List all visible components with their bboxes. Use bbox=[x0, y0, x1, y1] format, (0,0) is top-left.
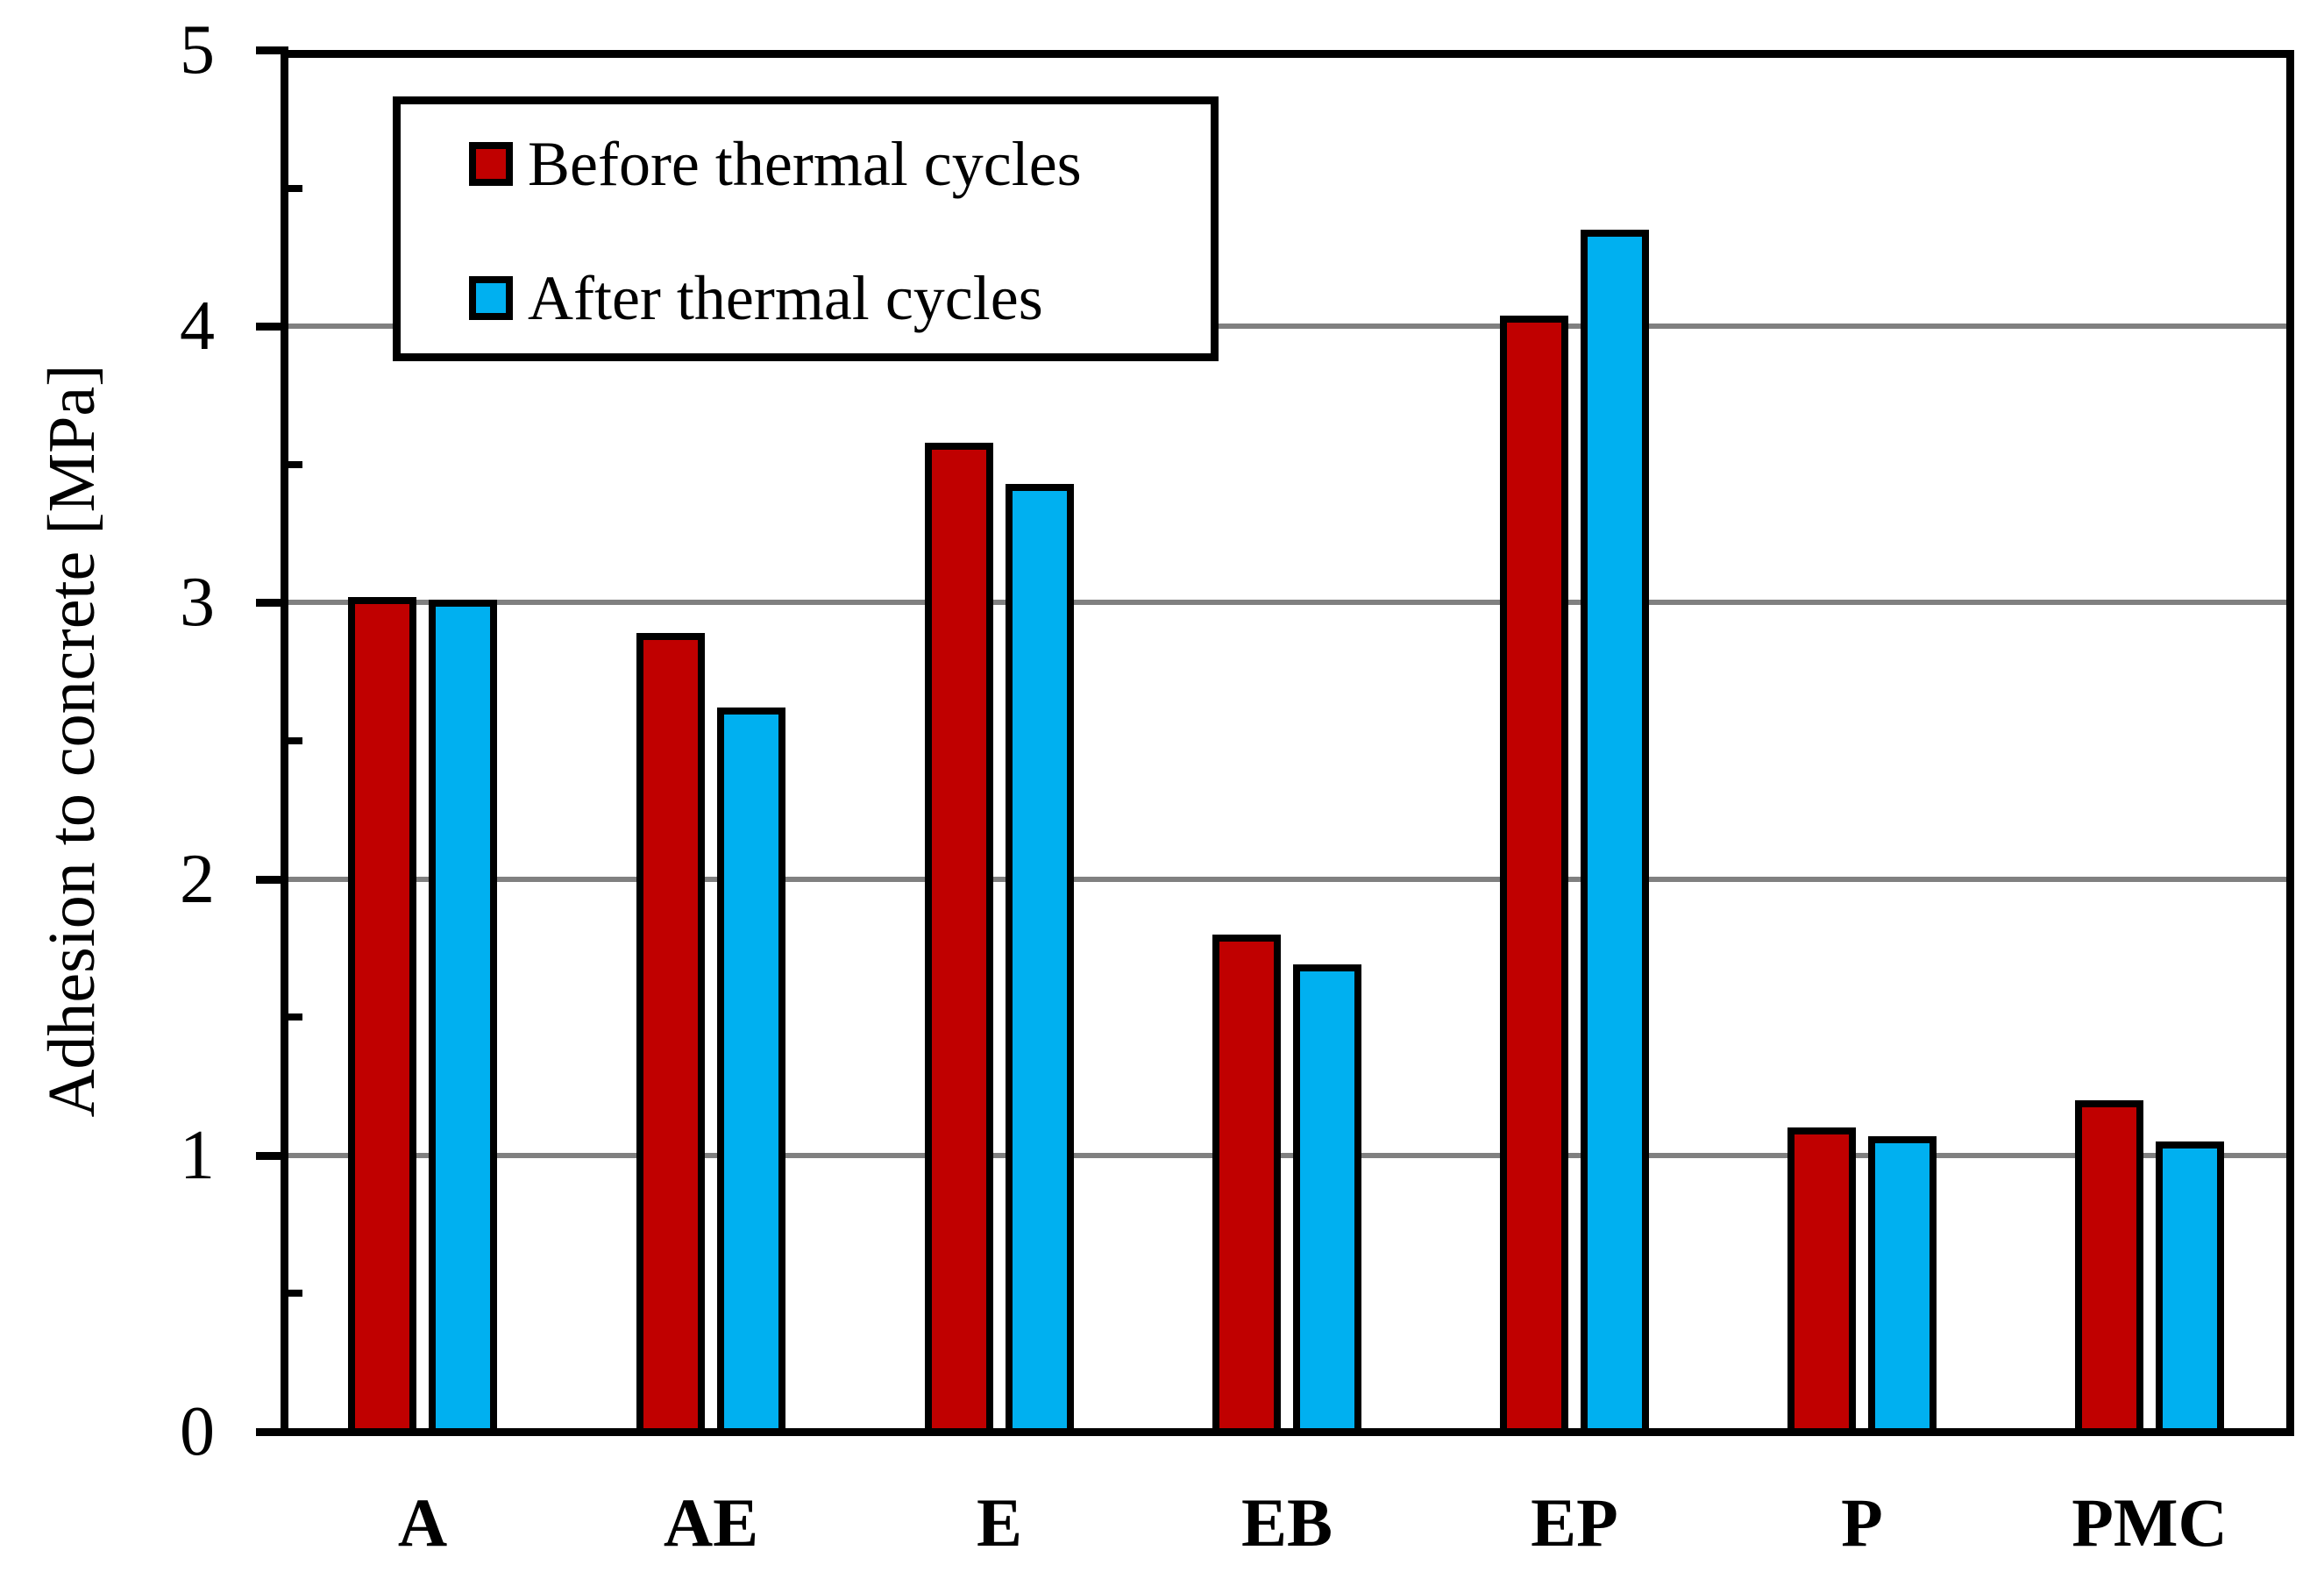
y-minor-tick-1.5 bbox=[288, 1013, 302, 1021]
bar-a-after bbox=[429, 600, 497, 1435]
x-category-label-ep: EP bbox=[1531, 1484, 1618, 1561]
y-tick-label-2: 2 bbox=[180, 840, 215, 918]
gridline-y2 bbox=[288, 876, 2286, 882]
bar-p-before bbox=[1787, 1127, 1856, 1435]
y-minor-tick-4.5 bbox=[288, 184, 302, 192]
y-axis-title: Adhesion to concrete [MPa] bbox=[35, 364, 109, 1118]
y-minor-tick-0.5 bbox=[288, 1290, 302, 1298]
y-major-tick-2 bbox=[256, 875, 288, 884]
bar-p-after bbox=[1868, 1135, 1937, 1435]
y-major-tick-5 bbox=[256, 46, 288, 54]
y-tick-label-4: 4 bbox=[180, 288, 215, 366]
x-category-label-e: E bbox=[976, 1484, 1023, 1561]
bar-pmc-after bbox=[2156, 1141, 2224, 1435]
gridline-y3 bbox=[288, 600, 2286, 606]
bar-eb-before bbox=[1212, 934, 1281, 1435]
plot-border-top bbox=[281, 50, 2294, 58]
bar-ae-before bbox=[636, 633, 705, 1435]
bar-a-before bbox=[348, 597, 416, 1435]
legend: Before thermal cycles After thermal cycl… bbox=[393, 96, 1219, 361]
legend-label-after: After thermal cycles bbox=[528, 263, 1043, 333]
bar-ae-after bbox=[717, 708, 785, 1435]
plot-area bbox=[281, 50, 2294, 1436]
bar-ep-after bbox=[1581, 229, 1649, 1435]
x-category-label-ae: AE bbox=[663, 1484, 759, 1561]
y-minor-tick-2.5 bbox=[288, 737, 302, 744]
y-major-tick-0 bbox=[256, 1428, 288, 1436]
legend-label-before: Before thermal cycles bbox=[528, 129, 1082, 199]
y-axis-line bbox=[281, 50, 288, 1436]
y-tick-label-3: 3 bbox=[180, 564, 215, 642]
legend-swatch-before-icon bbox=[469, 142, 513, 186]
bar-e-after bbox=[1006, 483, 1074, 1435]
plot-border-right bbox=[2286, 50, 2294, 1436]
x-category-label-eb: EB bbox=[1240, 1484, 1333, 1561]
y-major-tick-4 bbox=[256, 323, 288, 331]
bar-e-before bbox=[925, 442, 993, 1435]
x-category-label-pmc: PMC bbox=[2072, 1484, 2228, 1561]
y-tick-label-5: 5 bbox=[180, 11, 215, 89]
y-tick-label-1: 1 bbox=[180, 1116, 215, 1194]
bar-ep-before bbox=[1500, 315, 1568, 1435]
y-tick-label-0: 0 bbox=[180, 1393, 215, 1470]
x-category-label-p: P bbox=[1841, 1484, 1883, 1561]
bar-pmc-before bbox=[2075, 1099, 2143, 1435]
x-category-label-a: A bbox=[397, 1484, 448, 1561]
y-major-tick-1 bbox=[256, 1151, 288, 1160]
y-major-tick-3 bbox=[256, 599, 288, 608]
gridline-y4 bbox=[288, 324, 2286, 330]
bar-eb-after bbox=[1293, 964, 1361, 1435]
gridline-y1 bbox=[288, 1152, 2286, 1158]
y-minor-tick-3.5 bbox=[288, 460, 302, 468]
x-axis-line bbox=[281, 1428, 2294, 1436]
legend-swatch-after-icon bbox=[469, 276, 513, 320]
